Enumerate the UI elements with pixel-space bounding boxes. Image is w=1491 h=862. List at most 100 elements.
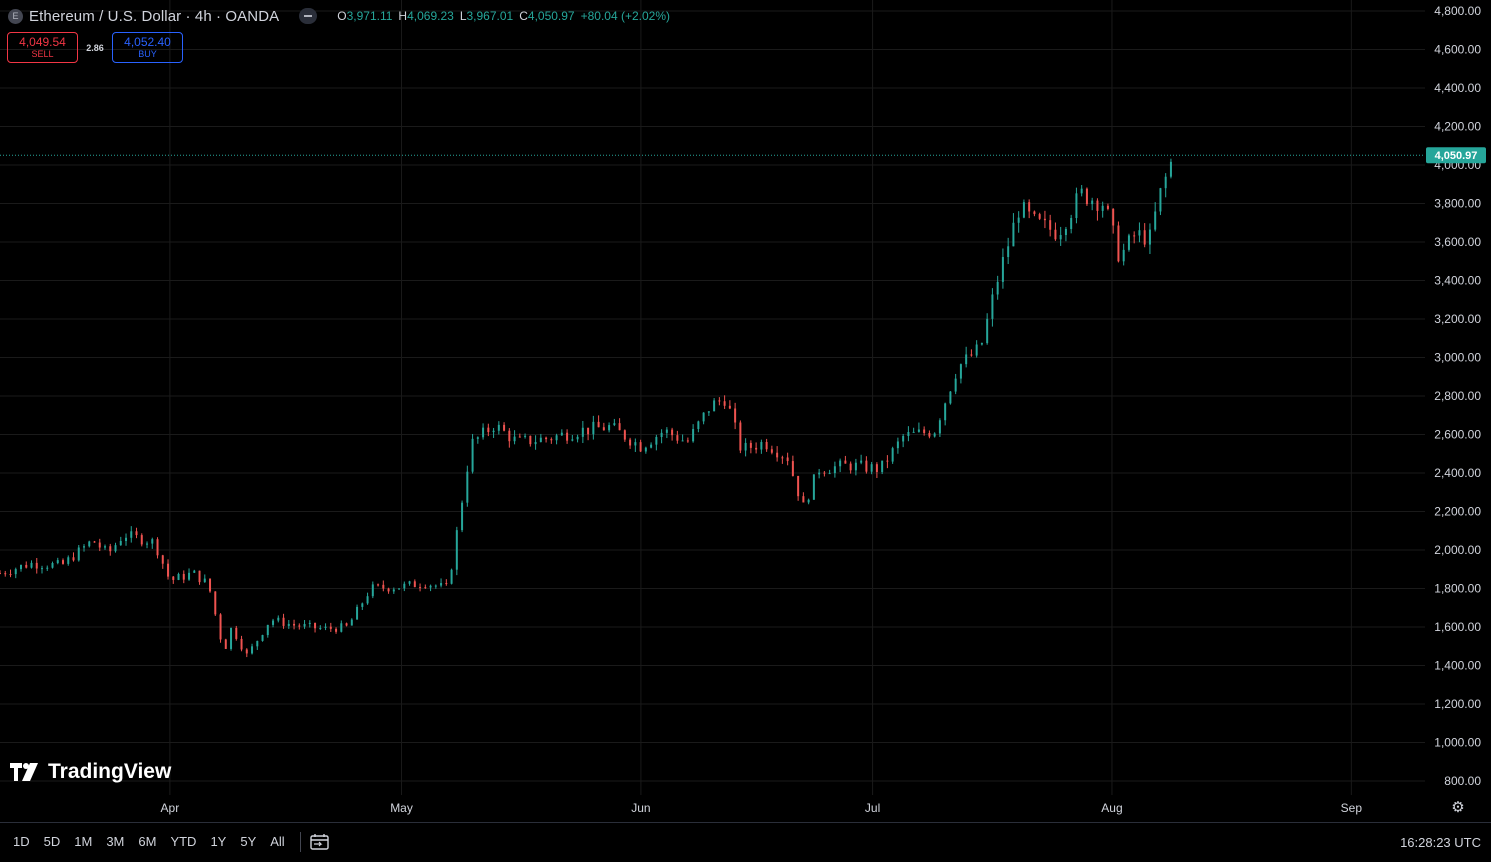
candle-body: [387, 588, 390, 592]
range-1d[interactable]: 1D: [13, 834, 30, 849]
candle-body: [361, 603, 364, 607]
candle-body: [1028, 202, 1031, 212]
price-tick-label: 4,400.00: [1434, 81, 1481, 95]
candle-body: [182, 573, 185, 580]
candle-body: [707, 411, 710, 413]
sell-button[interactable]: 4,049.54 SELL: [7, 32, 78, 63]
candle-body: [219, 614, 222, 640]
candle-body: [986, 318, 989, 344]
candle-body: [135, 531, 138, 536]
candle-body: [109, 546, 112, 552]
candle-body: [445, 583, 448, 585]
candle-body: [513, 436, 516, 442]
price-tick-label: 2,800.00: [1434, 389, 1481, 403]
range-5d[interactable]: 5D: [43, 834, 61, 849]
candle-body: [9, 574, 12, 576]
candle-body: [4, 573, 7, 575]
candle-body: [440, 583, 443, 586]
time-tick-label: Sep: [1341, 801, 1363, 815]
tradingview-logo[interactable]: TradingView: [10, 760, 171, 784]
settings-gear-icon[interactable]: ⚙: [1451, 799, 1465, 816]
range-ytd[interactable]: YTD: [170, 834, 197, 849]
candle-body: [1049, 220, 1052, 230]
tradingview-logo-text: TradingView: [48, 760, 172, 783]
candle-body: [1164, 176, 1167, 189]
price-chart[interactable]: 4,800.004,600.004,400.004,200.004,000.00…: [0, 0, 1491, 822]
candle-body: [1012, 222, 1015, 247]
toolbar-divider: [299, 832, 301, 852]
candle-body: [340, 623, 343, 632]
candle-body: [214, 591, 217, 615]
price-tick-label: 2,400.00: [1434, 466, 1481, 480]
candle-body: [875, 464, 878, 472]
candle-body: [608, 425, 611, 431]
collapse-button[interactable]: [299, 8, 318, 24]
candle-body: [188, 572, 191, 580]
candle-body: [471, 438, 474, 472]
price-axis[interactable]: 4,800.004,600.004,400.004,200.004,000.00…: [1434, 4, 1481, 788]
candle-body: [571, 439, 574, 441]
range-1y[interactable]: 1Y: [210, 834, 227, 849]
candle-body: [366, 596, 369, 604]
candle-body: [350, 619, 353, 626]
ohlc-close: C4,050.97: [519, 9, 575, 23]
candle-body: [1117, 225, 1120, 262]
candle-body: [655, 437, 658, 445]
candle-body: [928, 432, 931, 437]
candle-body: [713, 400, 716, 412]
candle-body: [492, 430, 495, 433]
candle-body: [786, 457, 789, 462]
candle-body: [896, 441, 899, 449]
symbol-title[interactable]: Ethereum / U.S. Dollar · 4h · OANDA: [29, 7, 280, 25]
candle-body: [146, 543, 149, 545]
candle-body: [119, 540, 122, 546]
candle-body: [308, 622, 311, 624]
candle-body: [398, 588, 401, 590]
candle-body: [923, 429, 926, 433]
candle-body: [1154, 211, 1157, 230]
candle-body: [1122, 249, 1125, 262]
candle-body: [356, 606, 359, 620]
candle-body: [46, 567, 49, 569]
candle-body: [728, 405, 731, 409]
candle-body: [865, 460, 868, 472]
candle-body: [524, 435, 527, 437]
buy-button[interactable]: 4,052.40 BUY: [112, 32, 183, 63]
candle-body: [198, 570, 201, 583]
candle-body: [1091, 200, 1094, 205]
candle-body: [20, 564, 23, 570]
candle-body: [902, 436, 905, 442]
buy-label: BUY: [138, 49, 157, 59]
calendar-goto-icon[interactable]: [309, 831, 331, 853]
candle-body: [917, 429, 920, 432]
candle-body: [912, 431, 915, 433]
candle-body: [345, 623, 348, 626]
candle-body: [949, 391, 952, 404]
candle-body: [944, 403, 947, 421]
candle-body: [408, 581, 411, 584]
time-axis[interactable]: Apr May Jun Jul Aug Sep: [161, 801, 1363, 815]
time-tick-label: May: [390, 801, 413, 815]
utc-clock[interactable]: 16:28:23 UTC: [1400, 835, 1481, 850]
candle-body: [377, 584, 380, 586]
range-5y[interactable]: 5Y: [240, 834, 257, 849]
candle-body: [282, 617, 285, 626]
candle-body: [41, 568, 44, 570]
candle-body: [177, 573, 180, 580]
range-6m[interactable]: 6M: [138, 834, 157, 849]
candle-body: [277, 617, 280, 621]
candle-body: [991, 294, 994, 319]
candlestick-series: [0, 158, 1172, 658]
candle-body: [151, 539, 154, 544]
candle-body: [172, 576, 175, 580]
ethereum-icon[interactable]: E: [8, 8, 23, 24]
candle-body: [833, 466, 836, 474]
candle-body: [382, 584, 385, 589]
candle-body: [550, 439, 553, 441]
range-1m[interactable]: 1M: [74, 834, 93, 849]
range-3m[interactable]: 3M: [106, 834, 125, 849]
candle-body: [1017, 217, 1020, 223]
range-all[interactable]: All: [270, 834, 285, 849]
candle-body: [461, 502, 464, 531]
candle-body: [371, 584, 374, 597]
